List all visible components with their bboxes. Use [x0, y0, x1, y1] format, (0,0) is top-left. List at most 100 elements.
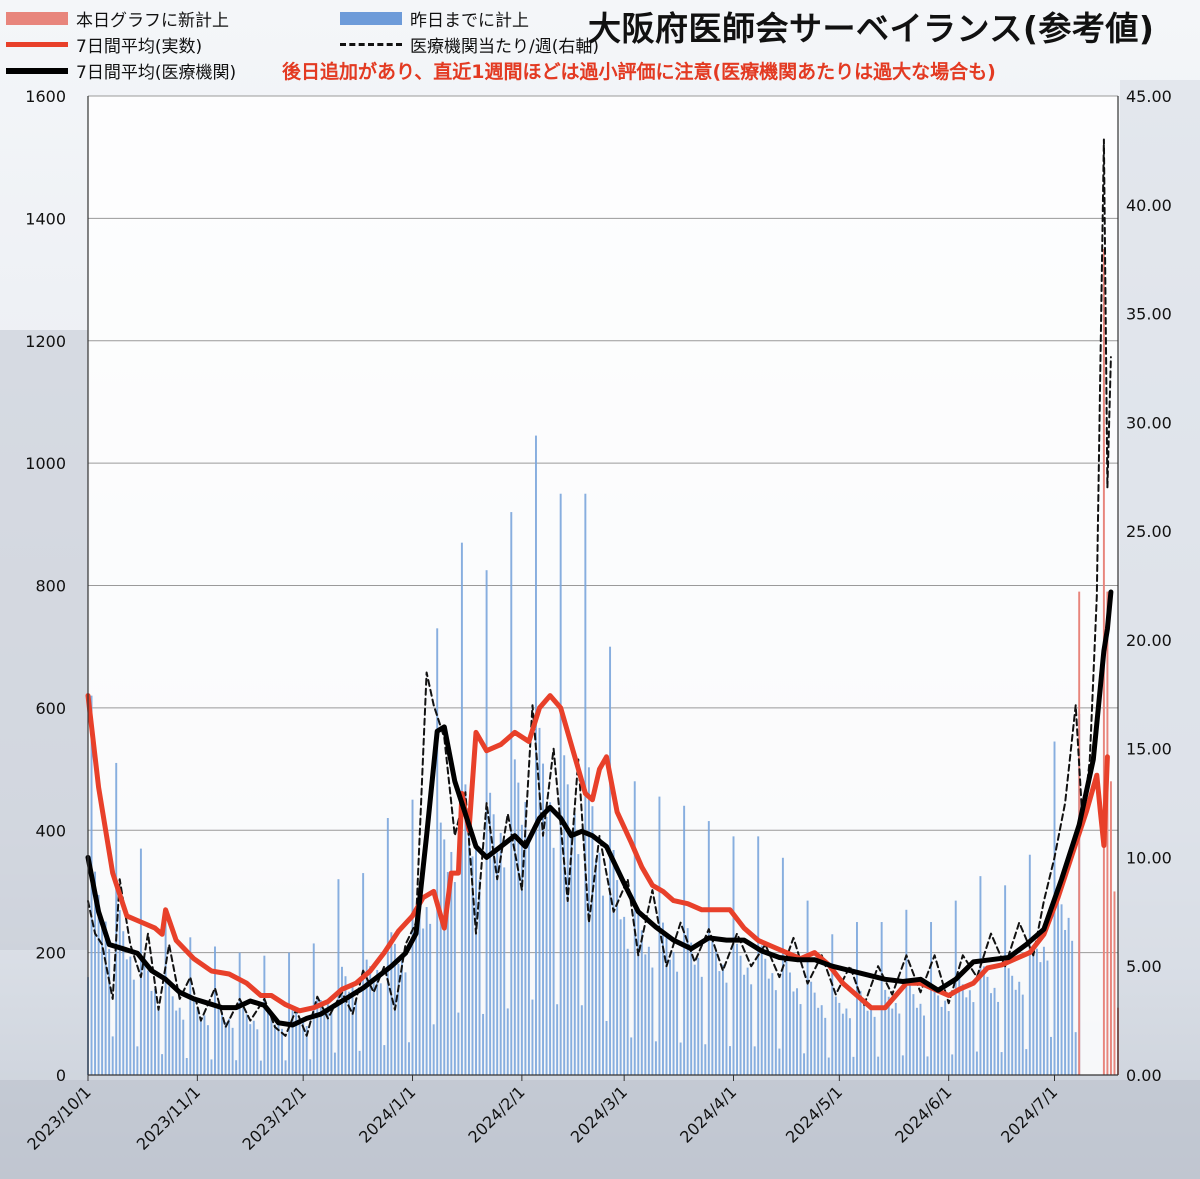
y-left-tick-label: 400: [35, 821, 66, 840]
bar-yesterday: [923, 1015, 925, 1075]
bar-yesterday: [993, 987, 996, 1075]
bar-yesterday: [446, 871, 449, 1075]
bar-yesterday: [612, 850, 615, 1075]
bar-yesterday: [700, 976, 703, 1075]
bar-yesterday: [933, 989, 936, 1075]
y-left-tick-label: 1600: [25, 87, 66, 106]
bar-yesterday: [803, 1053, 806, 1075]
bar-yesterday: [457, 1012, 460, 1075]
bar-yesterday: [316, 997, 319, 1075]
bar-yesterday: [764, 958, 767, 1075]
legend-item-avg-inst: 7日間平均(医療機関): [6, 58, 236, 83]
legend-swatch-yesterday: [340, 12, 402, 25]
bar-yesterday: [820, 1005, 823, 1075]
bar-yesterday: [647, 946, 650, 1075]
bar-yesterday: [919, 1003, 922, 1075]
bar-yesterday: [284, 1060, 287, 1075]
bar-yesterday: [594, 858, 597, 1075]
x-tick-label: 2024/7/1: [997, 1082, 1061, 1146]
bar-yesterday: [203, 1015, 206, 1075]
bar-yesterday: [827, 1057, 830, 1075]
bar-yesterday: [718, 971, 721, 1075]
y-left-tick-label: 1000: [25, 454, 66, 473]
bar-today: [1106, 591, 1109, 1075]
bar-yesterday: [711, 936, 714, 1075]
bar-yesterday: [884, 989, 887, 1075]
bar-yesterday: [270, 1014, 273, 1075]
bar-yesterday: [319, 1000, 322, 1075]
bar-yesterday: [432, 1024, 435, 1075]
bar-yesterday: [390, 932, 393, 1075]
bar-yesterday: [330, 1007, 333, 1075]
y-right-tick-label: 15.00: [1126, 740, 1172, 759]
bar-yesterday: [365, 959, 368, 1075]
bar-yesterday: [658, 796, 661, 1075]
bar-yesterday: [968, 990, 971, 1075]
bar-yesterday: [679, 1042, 682, 1075]
bar-yesterday: [901, 1055, 904, 1075]
x-tick-label: 2023/10/1: [23, 1082, 94, 1153]
y-right-tick-label: 40.00: [1126, 196, 1172, 215]
bar-yesterday: [926, 1056, 929, 1075]
bar-yesterday: [517, 782, 520, 1075]
y-right-tick-label: 20.00: [1126, 631, 1172, 650]
bar-yesterday: [573, 813, 576, 1075]
bar-yesterday: [489, 792, 492, 1075]
bar-yesterday: [767, 978, 770, 1075]
bar-yesterday: [566, 784, 569, 1075]
bar-yesterday: [161, 1054, 164, 1075]
bar-yesterday: [513, 759, 516, 1075]
bar-yesterday: [351, 985, 354, 1075]
bar-yesterday: [1011, 975, 1014, 1075]
bar-yesterday: [1018, 981, 1021, 1075]
bar-yesterday: [954, 900, 957, 1075]
bar-yesterday: [637, 914, 640, 1075]
bar-yesterday: [944, 1000, 947, 1075]
x-tick-label: 2024/2/1: [464, 1082, 528, 1146]
bar-yesterday: [753, 1046, 756, 1075]
bar-yesterday: [369, 966, 372, 1075]
bar-yesterday: [894, 1003, 897, 1075]
legend-item-yesterday: 昨日までに計上: [340, 6, 529, 31]
bar-yesterday: [965, 997, 968, 1075]
bar-yesterday: [877, 1056, 880, 1075]
bar-yesterday: [1057, 889, 1060, 1075]
bar-yesterday: [383, 1045, 386, 1075]
bar-yesterday: [626, 948, 629, 1075]
bar-yesterday: [930, 922, 933, 1075]
bar-yesterday: [1039, 962, 1042, 1075]
bar-yesterday: [164, 909, 167, 1075]
bar-yesterday: [111, 1036, 114, 1075]
y-left-tick-label: 0: [56, 1066, 66, 1085]
bar-yesterday: [436, 628, 439, 1075]
bar-yesterday: [630, 1037, 633, 1075]
bar-yesterday: [1014, 989, 1017, 1075]
y-left-tick-label: 200: [35, 944, 66, 963]
bar-yesterday: [214, 946, 216, 1075]
x-tick-label: 2024/5/1: [782, 1082, 846, 1146]
bar-yesterday: [1060, 904, 1063, 1075]
bar-yesterday: [224, 1022, 227, 1075]
bar-yesterday: [439, 822, 442, 1075]
bar-yesterday: [217, 1004, 220, 1075]
bar-yesterday: [1071, 940, 1074, 1075]
bar-yesterday: [841, 1013, 844, 1075]
bar-yesterday: [221, 1011, 224, 1075]
bar-yesterday: [887, 996, 890, 1075]
bar-yesterday: [348, 991, 350, 1075]
bar-yesterday: [196, 1007, 199, 1075]
bar-yesterday: [997, 1001, 1000, 1075]
bar-yesterday: [915, 1007, 918, 1075]
bar-yesterday: [672, 952, 675, 1075]
bar-yesterday: [686, 928, 689, 1075]
bar-yesterday: [707, 821, 710, 1075]
bar-yesterday: [788, 972, 791, 1075]
bar-yesterday: [704, 1044, 707, 1075]
bar-yesterday: [341, 966, 343, 1075]
bar-yesterday: [376, 969, 379, 1075]
bar-yesterday: [556, 1004, 559, 1075]
bar-yesterday: [372, 980, 375, 1075]
bar-yesterday: [725, 982, 728, 1075]
bar-yesterday: [792, 991, 795, 1075]
bar-yesterday: [669, 959, 671, 1075]
